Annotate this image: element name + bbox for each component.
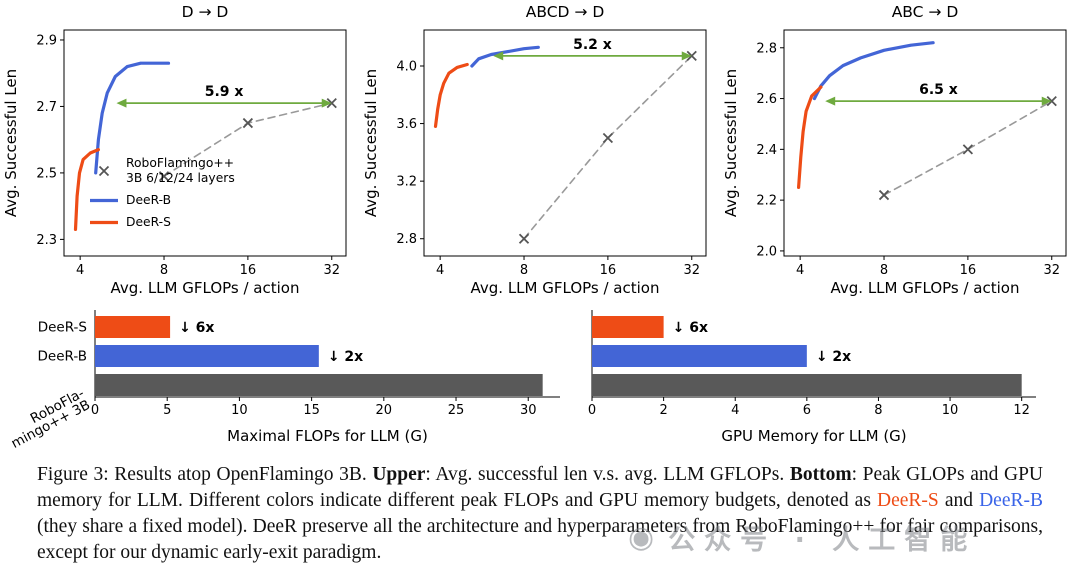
svg-text:20: 20 xyxy=(376,403,393,418)
svg-text:ABCD → D: ABCD → D xyxy=(526,3,605,21)
svg-text:8: 8 xyxy=(880,263,888,278)
chart-gpu-memory: 0 2 4 6 8 10 12 GPU Memory for LLM (G) ↓ 6x ↓ 2x xyxy=(588,310,1036,445)
svg-text:RoboFla-mingo++ 3B: RoboFla-mingo++ 3B xyxy=(2,385,93,450)
svg-text:↓ 2x: ↓ 2x xyxy=(328,349,363,365)
chart-abcd-to-d: 4 8 16 32 2.8 3.2 3.6 4.0 Avg. LLM GFLOPs / acti… xyxy=(362,3,707,297)
svg-text:↓ 6x: ↓ 6x xyxy=(179,320,214,336)
svg-text:8: 8 xyxy=(520,263,528,278)
chart-d-to-d: 4 8 16 32 2.3 2.5 2.7 2.9 Avg. LLM GFLOPs / acti… xyxy=(2,3,347,297)
svg-text:16: 16 xyxy=(960,263,977,278)
svg-text:4: 4 xyxy=(436,263,444,278)
svg-text:12: 12 xyxy=(1013,403,1030,418)
svg-text:16: 16 xyxy=(240,263,257,278)
svg-text:10: 10 xyxy=(942,403,959,418)
svg-text:32: 32 xyxy=(323,263,340,278)
svg-text:DeeR-S: DeeR-S xyxy=(38,320,87,336)
svg-text:15: 15 xyxy=(303,403,320,418)
svg-text:8: 8 xyxy=(874,403,882,418)
svg-text:3.2: 3.2 xyxy=(396,175,417,190)
caption-segment: Figure 3: Results atop OpenFlamingo 3B. xyxy=(37,464,373,485)
svg-text:↓ 6x: ↓ 6x xyxy=(673,320,708,336)
svg-text:25: 25 xyxy=(448,403,465,418)
svg-text:RoboFlamingo++: RoboFlamingo++ xyxy=(126,156,234,170)
svg-text:2.3: 2.3 xyxy=(36,233,57,248)
svg-text:5.2 x: 5.2 x xyxy=(573,37,612,53)
svg-text:10: 10 xyxy=(231,403,248,418)
figure-caption: Figure 3: Results atop OpenFlamingo 3B. … xyxy=(0,450,1080,566)
svg-text:5: 5 xyxy=(163,403,171,418)
svg-text:2.9: 2.9 xyxy=(36,33,57,48)
caption-segment: (they share a fixed model). DeeR preserv… xyxy=(37,515,1043,563)
svg-text:2.4: 2.4 xyxy=(756,143,777,158)
svg-text:2.8: 2.8 xyxy=(396,232,417,247)
svg-text:Avg. LLM GFLOPs / action: Avg. LLM GFLOPs / action xyxy=(831,279,1020,297)
svg-text:4: 4 xyxy=(76,263,84,278)
svg-text:GPU Memory for LLM (G): GPU Memory for LLM (G) xyxy=(721,427,906,445)
svg-text:Avg. LLM GFLOPs / action: Avg. LLM GFLOPs / action xyxy=(111,279,300,297)
svg-text:3.6: 3.6 xyxy=(396,117,417,132)
bar-charts-row: 0 5 10 15 20 25 30 Maximal FLOPs for LLM (G) ↓ 6… xyxy=(0,302,1080,450)
svg-text:4: 4 xyxy=(796,263,804,278)
svg-text:16: 16 xyxy=(600,263,617,278)
caption-segment: Bottom xyxy=(789,464,852,485)
caption-segment: DeeR-B xyxy=(979,489,1043,511)
svg-text:DeeR-S: DeeR-S xyxy=(126,215,171,229)
svg-text:↓ 2x: ↓ 2x xyxy=(816,349,851,365)
svg-text:2.0: 2.0 xyxy=(756,244,777,259)
svg-text:0: 0 xyxy=(588,403,596,418)
svg-text:Avg. Successful Len: Avg. Successful Len xyxy=(362,69,380,217)
svg-text:DeeR-B: DeeR-B xyxy=(126,193,171,207)
chart-abc-to-d: 4 8 16 32 2.0 2.2 2.4 2.6 2.8 Avg. LLM GFLOPs / a… xyxy=(722,3,1067,297)
caption-segment: : Peak GLOPs and GPU memory for LLM. Dif… xyxy=(37,464,1043,511)
svg-text:2.8: 2.8 xyxy=(756,41,777,56)
svg-text:3B 6/12/24 layers: 3B 6/12/24 layers xyxy=(126,171,235,185)
svg-text:32: 32 xyxy=(1043,263,1060,278)
svg-text:Avg. Successful Len: Avg. Successful Len xyxy=(722,69,740,217)
chart-maximal-flops: 0 5 10 15 20 25 30 Maximal FLOPs for LLM (G) ↓ 6… xyxy=(2,310,560,450)
svg-text:8: 8 xyxy=(160,263,168,278)
caption-segment: DeeR-S xyxy=(877,489,939,511)
svg-text:5.9 x: 5.9 x xyxy=(205,84,244,100)
svg-text:Maximal FLOPs for LLM (G): Maximal FLOPs for LLM (G) xyxy=(227,427,428,445)
svg-text:2.5: 2.5 xyxy=(36,166,57,181)
svg-text:Avg. LLM GFLOPs / action: Avg. LLM GFLOPs / action xyxy=(471,279,660,297)
caption-segment: : Avg. successful len v.s. avg. LLM GFLO… xyxy=(425,464,790,485)
svg-text:6: 6 xyxy=(803,403,811,418)
svg-text:4: 4 xyxy=(731,403,739,418)
svg-text:2.7: 2.7 xyxy=(36,100,57,115)
svg-text:ABC → D: ABC → D xyxy=(892,3,959,21)
svg-text:2: 2 xyxy=(659,403,667,418)
svg-text:32: 32 xyxy=(683,263,700,278)
svg-text:30: 30 xyxy=(520,403,537,418)
svg-text:2.2: 2.2 xyxy=(756,194,777,209)
svg-text:6.5 x: 6.5 x xyxy=(919,82,958,98)
svg-text:D → D: D → D xyxy=(182,3,229,21)
caption-segment: and xyxy=(938,489,980,511)
line-charts-row: 4 8 16 32 2.3 2.5 2.7 2.9 Avg. LLM GFLOPs / acti… xyxy=(2,3,1067,297)
svg-text:0: 0 xyxy=(91,403,99,418)
caption-segment: Upper xyxy=(372,464,426,485)
svg-text:4.0: 4.0 xyxy=(396,59,417,74)
svg-text:2.6: 2.6 xyxy=(756,92,777,107)
svg-text:DeeR-B: DeeR-B xyxy=(38,349,88,365)
svg-text:Avg. Successful Len: Avg. Successful Len xyxy=(2,69,20,217)
